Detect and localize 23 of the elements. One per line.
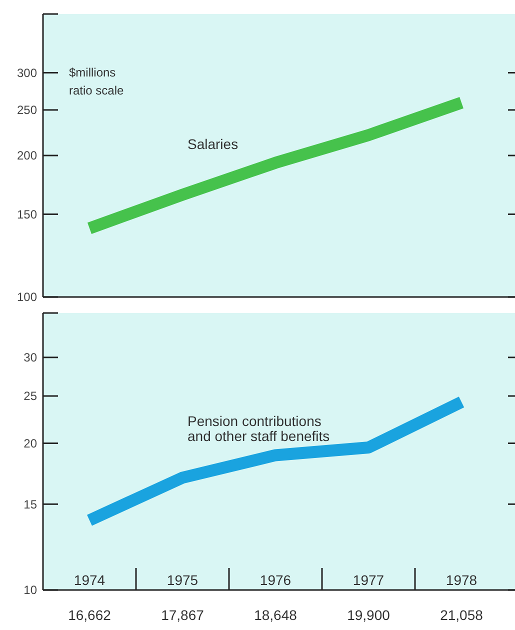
y-axis-title: $millions ratio scale — [69, 66, 124, 98]
x-tick-label: 1976 — [260, 572, 292, 588]
y-tick-label: 15 — [24, 497, 38, 512]
text: 21,058 — [440, 607, 484, 623]
text: 16,662 — [68, 607, 112, 623]
y-tick-label: 150 — [16, 207, 38, 222]
x-tick-label: 1975 — [166, 572, 198, 588]
text: 19,900 — [347, 607, 390, 623]
x-tick-label: 1978 — [446, 572, 478, 588]
x-tick-label: 1977 — [352, 572, 384, 588]
y-tick-label: 20 — [24, 436, 38, 450]
series-label: Salaries — [188, 136, 238, 152]
text: 18,648 — [254, 607, 298, 623]
y-tick-label: 200 — [16, 148, 38, 163]
x-tick-label: 1974 — [74, 572, 106, 588]
y-tick-label: 25 — [24, 389, 38, 404]
y-tick-label: 100 — [16, 290, 38, 304]
y-tick-label: 30 — [24, 350, 38, 365]
series-label: Pension contributions and other staff benefits — [188, 413, 330, 444]
text: 17,867 — [161, 607, 204, 623]
y-tick-label: 250 — [16, 103, 38, 118]
y-tick-label: 10 — [24, 583, 38, 598]
y-tick-label: 300 — [16, 66, 38, 80]
